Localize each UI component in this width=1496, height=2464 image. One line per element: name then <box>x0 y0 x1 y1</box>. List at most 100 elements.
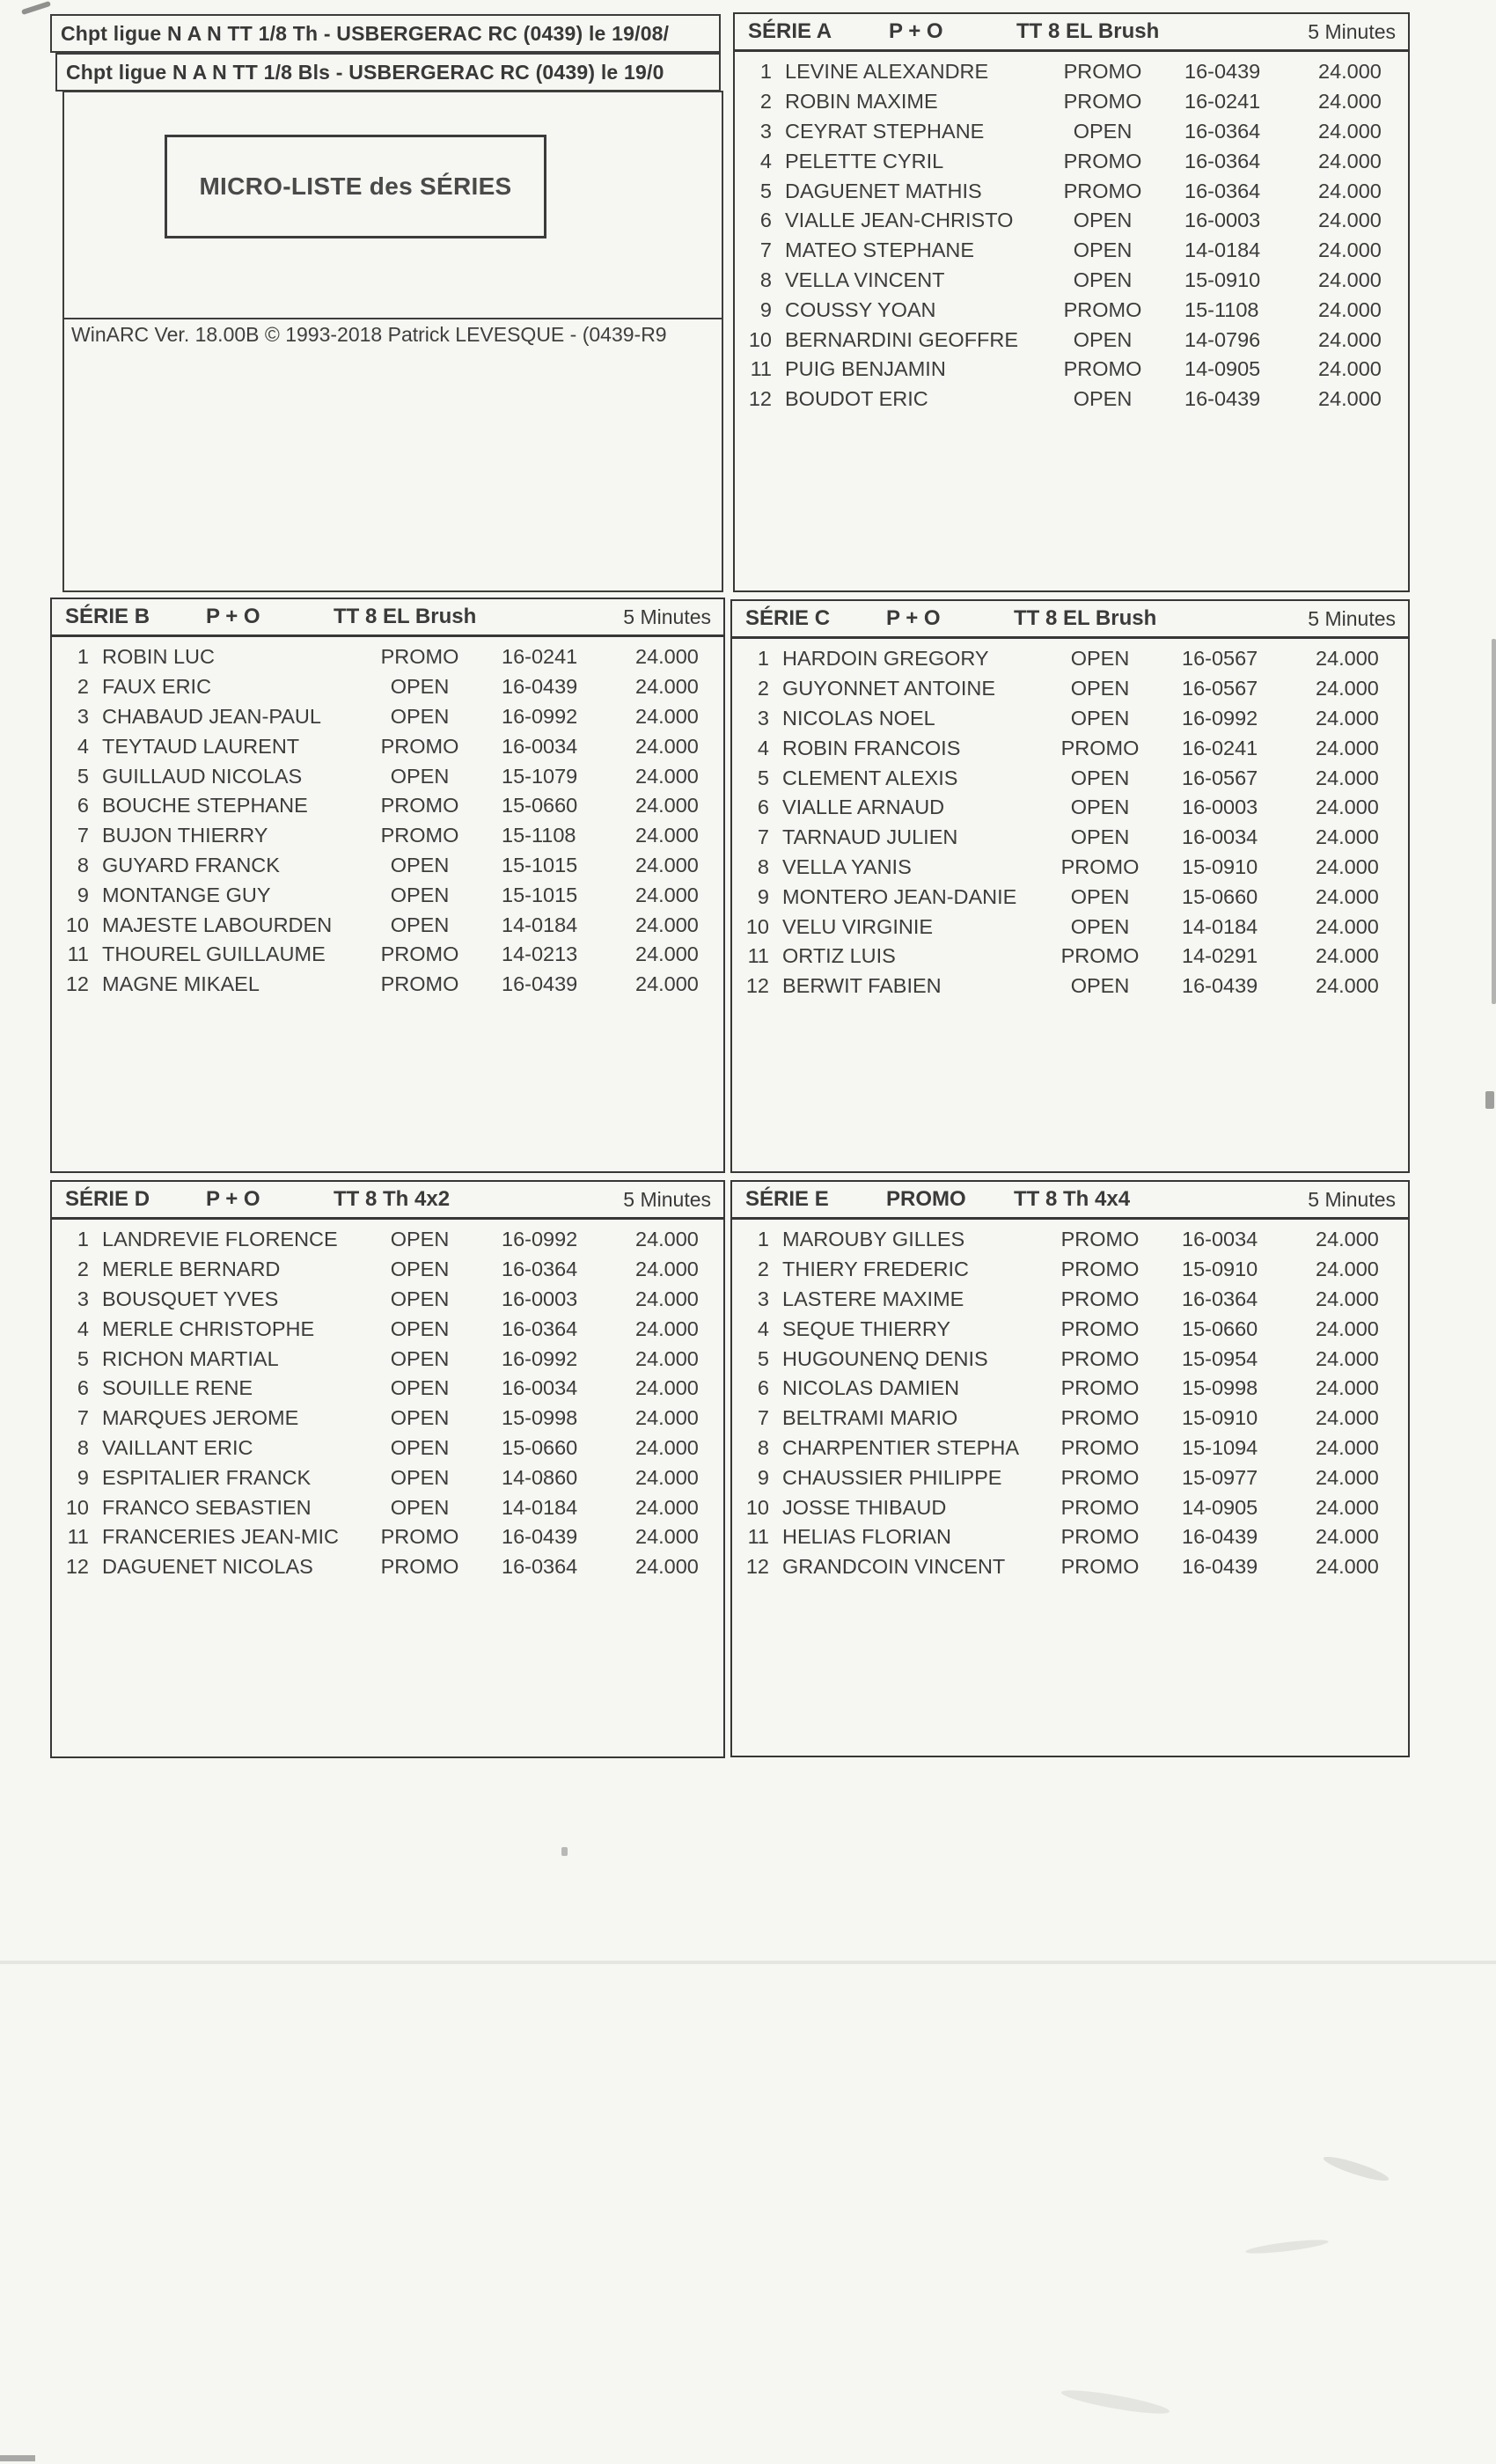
serie-chassis: TT 8 EL Brush <box>1014 606 1157 630</box>
entry-class: OPEN <box>390 764 450 788</box>
entry-driver: VIALLE JEAN-CHRISTO <box>785 209 1014 232</box>
entry-licence: 14-0184 <box>1182 914 1258 938</box>
info-box: MICRO-LISTE des SÉRIES WinARC Ver. 18.00… <box>62 91 723 592</box>
entry-number: 9 <box>77 1465 89 1489</box>
entry-points: 24.000 <box>635 1435 699 1459</box>
entry-points: 24.000 <box>1318 327 1382 351</box>
entry-class: PROMO <box>380 734 459 758</box>
entry-number: 7 <box>757 1406 769 1430</box>
entry-driver: THOUREL GUILLAUME <box>102 942 326 966</box>
entry-licence: 16-0439 <box>502 675 578 699</box>
entry-class: PROMO <box>380 794 459 818</box>
entry-licence: 15-1015 <box>502 883 578 906</box>
entry-row: 7 MARQUES JEROME OPEN 15-0998 24.000 <box>52 1404 723 1434</box>
entry-licence: 16-0241 <box>1182 736 1258 759</box>
entry-licence: 16-0003 <box>1182 796 1258 819</box>
entry-class: OPEN <box>390 1316 450 1340</box>
entry-row: 4 PELETTE CYRIL PROMO 16-0364 24.000 <box>735 146 1408 176</box>
entry-points: 24.000 <box>1318 179 1382 202</box>
entry-row: 6 VIALLE ARNAUD OPEN 16-0003 24.000 <box>732 793 1408 823</box>
entry-points: 24.000 <box>1318 90 1382 114</box>
entry-class: OPEN <box>390 1376 450 1400</box>
entry-driver: ROBIN MAXIME <box>785 90 938 114</box>
entry-licence: 16-0364 <box>1182 1287 1258 1310</box>
scan-artifact <box>1485 1091 1494 1109</box>
entry-class: OPEN <box>390 913 450 936</box>
entry-row: 4 TEYTAUD LAURENT PROMO 16-0034 24.000 <box>52 731 723 761</box>
entry-class: PROMO <box>1060 1228 1140 1251</box>
serie-duration: 5 Minutes <box>1308 19 1396 43</box>
entry-class: OPEN <box>390 853 450 876</box>
entry-row: 7 MATEO STEPHANE OPEN 14-0184 24.000 <box>735 236 1408 266</box>
entry-number: 11 <box>750 357 772 381</box>
entry-driver: ESPITALIER FRANCK <box>102 1465 312 1489</box>
entry-number: 2 <box>77 1258 89 1281</box>
entry-class: OPEN <box>390 1346 450 1370</box>
entry-number: 2 <box>77 675 89 699</box>
entry-driver: PUIG BENJAMIN <box>785 357 946 381</box>
entry-points: 24.000 <box>1316 1406 1379 1430</box>
entry-number: 6 <box>77 794 89 818</box>
entry-class: OPEN <box>1073 327 1133 351</box>
entry-number: 5 <box>757 1346 769 1370</box>
entry-licence: 16-0034 <box>1182 1228 1258 1251</box>
entry-driver: CHAUSSIER PHILIPPE <box>782 1465 1002 1489</box>
entry-driver: BOUDOT ERIC <box>785 387 928 411</box>
entry-driver: SEQUE THIERRY <box>782 1316 951 1340</box>
entry-number: 7 <box>759 238 772 262</box>
entry-number: 6 <box>759 209 772 232</box>
entry-points: 24.000 <box>1318 297 1382 321</box>
entry-licence: 15-0660 <box>502 1435 578 1459</box>
entry-number: 10 <box>65 1495 89 1519</box>
serie-category: P + O <box>886 606 941 630</box>
serie-e-rows: 1 MAROUBY GILLES PROMO 16-0034 24.000 2 … <box>732 1220 1408 1582</box>
entry-number: 8 <box>77 853 89 876</box>
entry-row: 2 THIERY FREDERIC PROMO 15-0910 24.000 <box>732 1255 1408 1285</box>
entry-licence: 16-0439 <box>502 972 578 996</box>
entry-driver: FAUX ERIC <box>102 675 212 699</box>
entry-licence: 16-0439 <box>1184 387 1261 411</box>
entry-points: 24.000 <box>635 794 699 818</box>
entry-row: 5 GUILLAUD NICOLAS OPEN 15-1079 24.000 <box>52 761 723 791</box>
scan-artifact <box>1321 2152 1391 2185</box>
entry-driver: VIALLE ARNAUD <box>782 796 945 819</box>
entry-driver: BERNARDINI GEOFFRE <box>785 327 1019 351</box>
entry-class: OPEN <box>1073 387 1133 411</box>
serie-title: SÉRIE B <box>65 605 150 628</box>
entry-licence: 15-0910 <box>1182 854 1258 878</box>
entry-licence: 14-0796 <box>1184 327 1261 351</box>
serie-d-rows: 1 LANDREVIE FLORENCE OPEN 16-0992 24.000… <box>52 1220 723 1582</box>
entry-driver: BOUCHE STEPHANE <box>102 794 308 818</box>
entry-driver: ORTIZ LUIS <box>782 944 896 968</box>
entry-row: 11 ORTIZ LUIS PROMO 14-0291 24.000 <box>732 942 1408 972</box>
serie-category: P + O <box>206 605 260 628</box>
entry-number: 3 <box>77 704 89 728</box>
entry-number: 8 <box>757 854 769 878</box>
entry-driver: BELTRAMI MARIO <box>782 1406 958 1430</box>
entry-driver: BERWIT FABIEN <box>782 974 942 998</box>
entry-points: 24.000 <box>635 1316 699 1340</box>
entry-driver: JOSSE THIBAUD <box>782 1495 947 1519</box>
championship-header-1: Chpt ligue N A N TT 1/8 Th - USBERGERAC … <box>50 14 721 53</box>
scan-artifact <box>0 2455 35 2461</box>
entry-driver: HARDOIN GREGORY <box>782 647 989 671</box>
championship-header-2-text: Chpt ligue N A N TT 1/8 Bls - USBERGERAC… <box>66 60 664 84</box>
entry-number: 12 <box>65 1555 89 1579</box>
entry-driver: CHABAUD JEAN-PAUL <box>102 704 321 728</box>
entry-number: 8 <box>77 1435 89 1459</box>
entry-points: 24.000 <box>635 853 699 876</box>
entry-row: 7 BUJON THIERRY PROMO 15-1108 24.000 <box>52 821 723 851</box>
entry-licence: 16-0364 <box>1184 119 1261 143</box>
serie-chassis: TT 8 Th 4x4 <box>1014 1187 1131 1211</box>
entry-driver: SOUILLE RENE <box>102 1376 253 1400</box>
serie-a-header: SÉRIE A P + O TT 8 EL Brush 5 Minutes <box>735 14 1408 52</box>
entry-licence: 16-0992 <box>502 1228 578 1251</box>
entry-licence: 16-0034 <box>1182 825 1258 849</box>
entry-driver: MARQUES JEROME <box>102 1406 299 1430</box>
entry-class: OPEN <box>1070 796 1130 819</box>
entry-licence: 16-0567 <box>1182 677 1258 700</box>
entry-points: 24.000 <box>635 645 699 669</box>
entry-class: OPEN <box>390 675 450 699</box>
entry-number: 4 <box>759 149 772 172</box>
